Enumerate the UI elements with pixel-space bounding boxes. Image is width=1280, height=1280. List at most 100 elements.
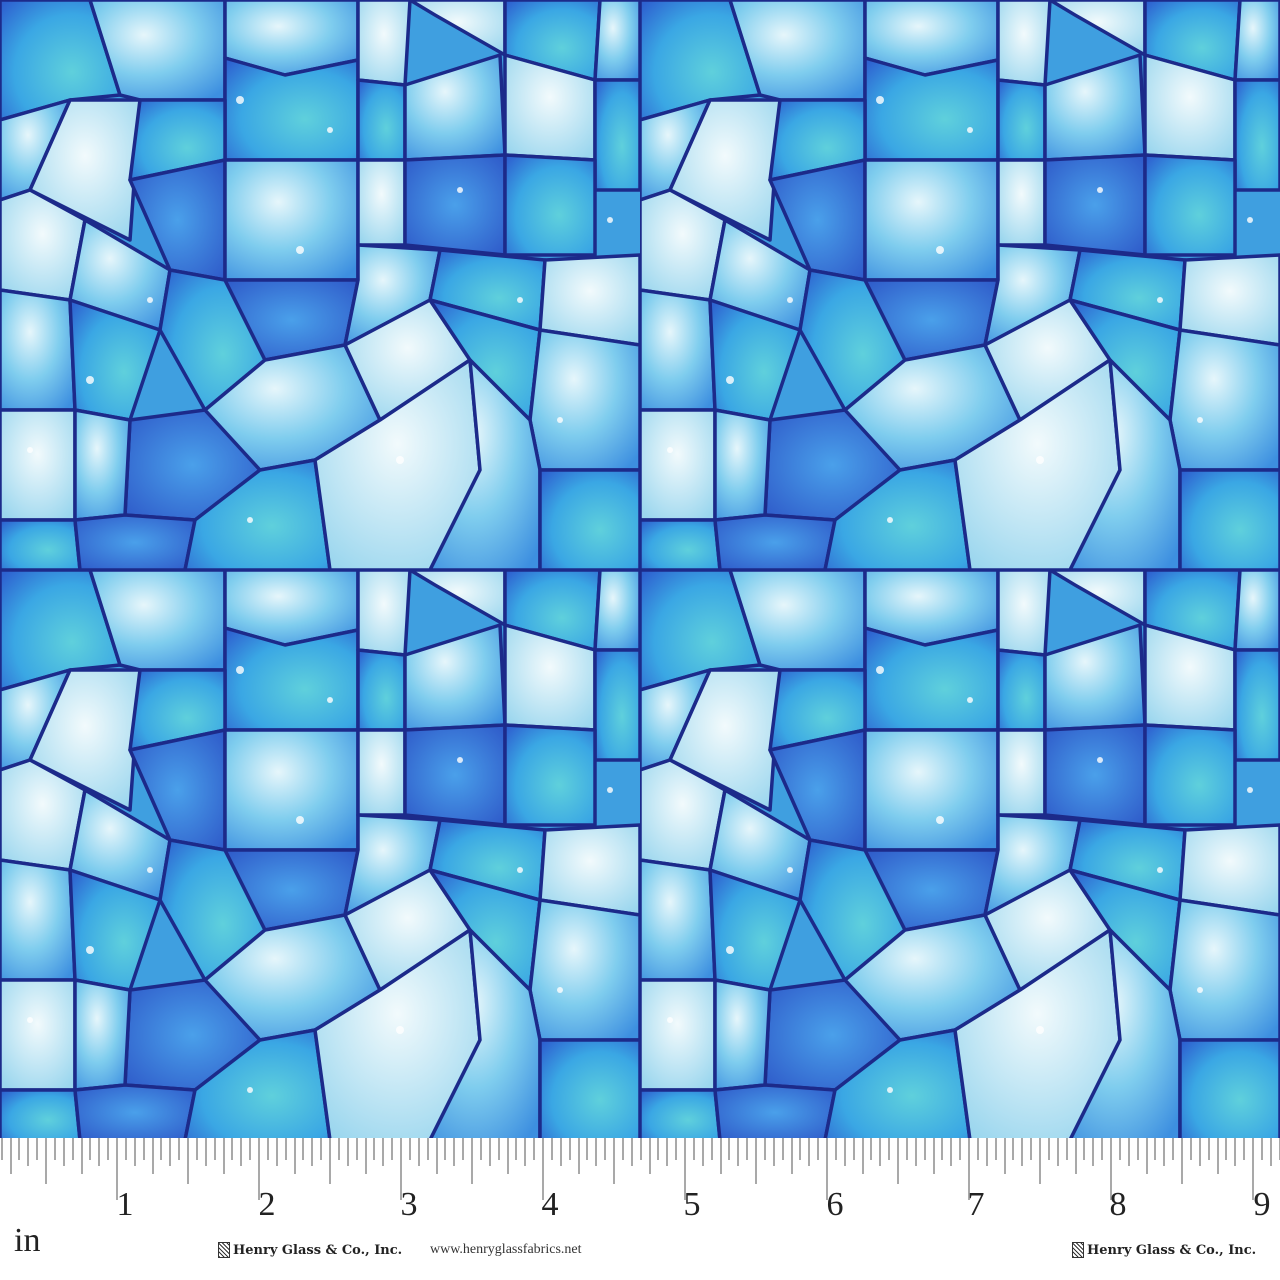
ruler-tick xyxy=(941,1138,944,1160)
ruler-tick xyxy=(426,1138,429,1160)
ruler-tick xyxy=(1118,1138,1121,1160)
ruler-tick xyxy=(657,1138,660,1160)
ruler-tick xyxy=(346,1138,349,1166)
ruler-tick xyxy=(976,1138,979,1160)
ruler-tick xyxy=(329,1138,331,1184)
inch-ruler: 1 2 3 4 5 6 7 8 9 in Henry Glass & Co., … xyxy=(0,1138,1280,1280)
ruler-tick xyxy=(364,1138,367,1174)
ruler-tick xyxy=(666,1138,669,1166)
ruler-tick xyxy=(160,1138,163,1160)
ruler-tick xyxy=(834,1138,837,1160)
ruler-tick xyxy=(124,1138,127,1160)
ruler-number-4: 4 xyxy=(541,1186,559,1223)
ruler-tick xyxy=(568,1138,571,1160)
ruler-tick xyxy=(1172,1138,1175,1160)
ruler-tick xyxy=(684,1138,686,1200)
ruler-tick xyxy=(1243,1138,1246,1160)
ruler-number-6: 6 xyxy=(826,1186,844,1223)
ruler-tick xyxy=(515,1138,518,1160)
ruler-tick xyxy=(852,1138,855,1160)
ruler-tick xyxy=(1269,1138,1272,1166)
ruler-tick xyxy=(45,1138,47,1184)
ruler-tick xyxy=(586,1138,589,1160)
ruler-tick xyxy=(1207,1138,1210,1160)
ruler-tick xyxy=(879,1138,882,1166)
ruler-tick xyxy=(62,1138,65,1166)
ruler-tick xyxy=(169,1138,172,1166)
brand-logo-icon xyxy=(1072,1242,1084,1258)
ruler-tick xyxy=(1074,1138,1077,1174)
mosaic-pattern xyxy=(0,0,1280,1140)
ruler-tick xyxy=(621,1138,624,1160)
ruler-tick xyxy=(1145,1138,1148,1174)
ruler-tick xyxy=(897,1138,899,1184)
ruler-tick xyxy=(595,1138,598,1166)
ruler-tick xyxy=(258,1138,260,1200)
ruler-tick xyxy=(613,1138,615,1184)
ruler-tick xyxy=(249,1138,252,1160)
ruler-tick xyxy=(808,1138,811,1166)
ruler-tick xyxy=(1065,1138,1068,1160)
ruler-tick xyxy=(479,1138,482,1160)
ruler-tick xyxy=(968,1138,970,1200)
ruler-tick xyxy=(1021,1138,1024,1166)
ruler-tick xyxy=(391,1138,394,1160)
ruler-tick xyxy=(373,1138,376,1160)
ruler-tick xyxy=(142,1138,145,1160)
ruler-tick xyxy=(107,1138,110,1160)
ruler-tick xyxy=(639,1138,642,1160)
ruler-tick xyxy=(737,1138,740,1166)
ruler-tick xyxy=(648,1138,651,1174)
ruler-tick xyxy=(524,1138,527,1166)
ruler-tick xyxy=(755,1138,757,1184)
ruler-tick xyxy=(790,1138,793,1174)
ruler-tick xyxy=(1127,1138,1130,1166)
ruler-unit-label: in xyxy=(14,1222,41,1259)
ruler-number-9: 9 xyxy=(1253,1186,1271,1223)
ruler-number-1: 1 xyxy=(116,1186,134,1223)
ruler-tick xyxy=(435,1138,438,1174)
brand-left: Henry Glass & Co., Inc. xyxy=(218,1242,402,1258)
ruler-tick xyxy=(701,1138,704,1166)
ruler-tick xyxy=(763,1138,766,1160)
ruler-tick xyxy=(151,1138,154,1174)
ruler-tick xyxy=(923,1138,926,1160)
ruler-tick xyxy=(772,1138,775,1166)
website-url: www.henryglassfabrics.net xyxy=(430,1242,582,1257)
ruler-tick xyxy=(116,1138,118,1200)
ruler-tick xyxy=(311,1138,314,1166)
ruler-tick xyxy=(9,1138,12,1174)
ruler-tick xyxy=(905,1138,908,1160)
ruler-tick xyxy=(187,1138,189,1184)
ruler-tick xyxy=(870,1138,873,1160)
ruler-tick xyxy=(1260,1138,1263,1160)
ruler-tick xyxy=(1189,1138,1192,1160)
ruler-tick xyxy=(222,1138,225,1174)
ruler-tick xyxy=(355,1138,358,1160)
ruler-tick xyxy=(888,1138,891,1160)
ruler-tick xyxy=(1216,1138,1219,1174)
ruler-tick xyxy=(444,1138,447,1160)
ruler-tick xyxy=(781,1138,784,1160)
ruler-tick xyxy=(240,1138,243,1166)
ruler-tick xyxy=(320,1138,323,1160)
ruler-tick xyxy=(710,1138,713,1160)
ruler-tick xyxy=(1278,1138,1280,1160)
ruler-tick xyxy=(133,1138,136,1166)
ruler-tick xyxy=(382,1138,385,1166)
ruler-tick xyxy=(293,1138,296,1174)
ruler-tick xyxy=(400,1138,402,1200)
ruler-tick xyxy=(275,1138,278,1166)
ruler-tick xyxy=(559,1138,562,1166)
ruler-tick xyxy=(542,1138,544,1200)
ruler-tick xyxy=(994,1138,997,1160)
brand-right: Henry Glass & Co., Inc. xyxy=(1072,1242,1256,1258)
ruler-tick xyxy=(985,1138,988,1166)
ruler-number-2: 2 xyxy=(258,1186,276,1223)
ruler-tick xyxy=(1003,1138,1006,1174)
ruler-tick xyxy=(178,1138,181,1160)
brand-left-text: Henry Glass & Co., Inc. xyxy=(233,1242,403,1258)
brand-right-text: Henry Glass & Co., Inc. xyxy=(1087,1242,1257,1258)
ruler-tick xyxy=(471,1138,473,1184)
